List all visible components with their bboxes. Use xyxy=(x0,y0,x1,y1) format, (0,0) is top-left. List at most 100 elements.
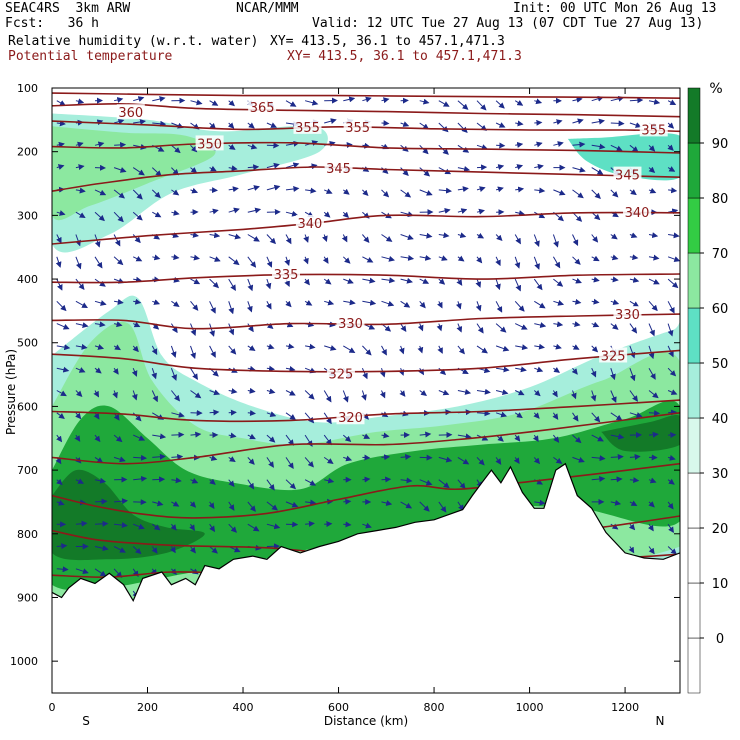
theta-label: 330 xyxy=(338,317,363,332)
y-tick-label: 800 xyxy=(17,528,38,541)
colorbar-swatch xyxy=(687,582,701,639)
wind-vector xyxy=(628,546,635,554)
theta-label-bg xyxy=(336,409,365,425)
wind-vector xyxy=(133,475,148,482)
wind-vector xyxy=(419,254,432,261)
wind-vector xyxy=(648,410,661,417)
x-tick-label: 1200 xyxy=(611,701,639,714)
wind-vector xyxy=(514,412,523,419)
wind-vector xyxy=(419,300,426,309)
wind-vector xyxy=(476,323,484,334)
wind-vector xyxy=(629,390,638,402)
wind-vector xyxy=(437,345,443,354)
wind-vector xyxy=(419,431,432,438)
wind-vector xyxy=(113,97,124,103)
wind-vector xyxy=(75,141,84,148)
wind-vector xyxy=(399,390,406,397)
wind-vector xyxy=(342,434,352,443)
colorbar-label: 60 xyxy=(712,302,729,317)
wind-vector xyxy=(247,523,260,532)
wind-vector xyxy=(667,144,674,151)
wind-vector xyxy=(131,390,138,401)
wind-vector xyxy=(132,211,143,221)
wind-vector xyxy=(362,433,371,439)
wind-vector xyxy=(94,189,107,196)
wind-vector xyxy=(515,141,524,148)
wind-vector xyxy=(228,165,238,172)
wind-vector xyxy=(209,165,217,172)
wind-vector xyxy=(553,278,564,287)
wind-vector xyxy=(590,390,597,402)
wind-vector xyxy=(190,187,199,194)
wind-vector xyxy=(381,167,389,174)
wind-vector xyxy=(495,301,503,313)
wind-vector xyxy=(151,189,161,199)
wind-vector xyxy=(227,122,235,129)
wind-vector xyxy=(56,100,66,106)
wind-vector xyxy=(94,211,105,222)
wind-vector xyxy=(343,96,356,103)
wind-vector xyxy=(94,321,106,328)
theta-label-bg xyxy=(623,204,652,220)
wind-vector xyxy=(362,96,372,103)
colorbar-swatch xyxy=(687,472,701,529)
wind-vector xyxy=(342,188,350,195)
wind-vector xyxy=(94,545,109,552)
wind-vector xyxy=(75,278,85,290)
wind-vector xyxy=(591,475,606,482)
wind-vector xyxy=(209,455,218,461)
wind-vector xyxy=(56,566,69,573)
wind-vector xyxy=(438,278,446,285)
wind-vector xyxy=(285,100,297,107)
wind-vector xyxy=(532,434,539,442)
wind-vector xyxy=(133,298,142,305)
wind-vector xyxy=(247,479,255,490)
wind-vector xyxy=(476,208,485,215)
wind-vector xyxy=(438,389,450,396)
y-tick-label: 1000 xyxy=(10,655,38,668)
wind-vector xyxy=(514,323,528,330)
wind-vector xyxy=(266,457,274,468)
wind-vector xyxy=(514,389,525,396)
wind-vector xyxy=(417,345,424,354)
wind-vector xyxy=(667,278,679,289)
wind-vector xyxy=(514,256,521,269)
wind-vector xyxy=(513,457,520,465)
terrain xyxy=(52,462,680,693)
wind-vector xyxy=(94,367,102,374)
wind-vector xyxy=(572,321,581,328)
wind-vector xyxy=(266,234,276,245)
wind-vector xyxy=(476,410,491,417)
wind-vector xyxy=(495,100,505,109)
colorbar-swatch xyxy=(687,637,701,694)
wind-vector xyxy=(419,232,433,239)
wind-vector xyxy=(112,367,119,375)
wind-vector xyxy=(151,546,158,554)
wind-vector xyxy=(113,118,125,125)
wind-vector xyxy=(515,366,527,373)
wind-vector xyxy=(457,255,465,262)
theta-label-bg xyxy=(116,104,145,120)
wind-vector xyxy=(476,186,486,192)
wind-vector xyxy=(438,255,448,261)
wind-vector xyxy=(247,323,254,333)
wind-vector xyxy=(495,256,501,267)
wind-vector xyxy=(591,321,600,328)
wind-vector xyxy=(667,256,680,262)
theta-contour-350 xyxy=(52,141,680,154)
wind-vector xyxy=(266,501,278,511)
x-tick-label: 600 xyxy=(328,701,349,714)
wind-vector xyxy=(56,300,67,312)
wind-vector xyxy=(209,187,218,194)
wind-vector xyxy=(266,122,278,128)
wind-vector xyxy=(209,523,216,533)
wind-vector xyxy=(209,409,220,416)
wind-vector xyxy=(515,210,525,217)
plot-frame xyxy=(51,87,681,694)
wind-vector xyxy=(285,434,294,446)
colorbar-swatch xyxy=(687,252,701,309)
wind-vector xyxy=(437,301,443,309)
wind-vector xyxy=(515,120,524,127)
wind-vector xyxy=(667,478,675,485)
wind-vector xyxy=(343,299,356,306)
